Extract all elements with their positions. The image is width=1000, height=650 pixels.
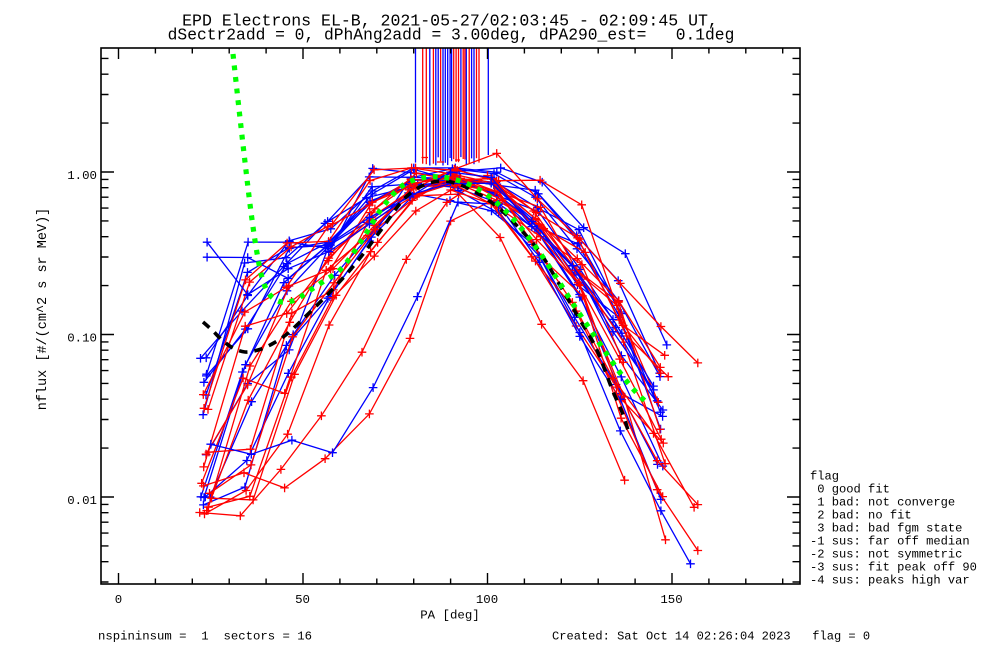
svg-text:150: 150 bbox=[660, 593, 682, 607]
svg-text:Created: Sat Oct 14 02:26:04 2: Created: Sat Oct 14 02:26:04 2023 flag =… bbox=[552, 630, 870, 644]
svg-text:1.00: 1.00 bbox=[67, 169, 97, 183]
svg-text:-2 sus: not symmetric: -2 sus: not symmetric bbox=[810, 548, 962, 562]
svg-text:flag: flag bbox=[810, 470, 839, 484]
svg-text:0.01: 0.01 bbox=[67, 494, 97, 508]
svg-text:nflux [#/(cm^2 s sr MeV)]: nflux [#/(cm^2 s sr MeV)] bbox=[36, 208, 51, 411]
svg-text:0: 0 bbox=[115, 593, 122, 607]
svg-text:3 bad: bad fgm state: 3 bad: bad fgm state bbox=[810, 522, 962, 536]
svg-text:-3 sus: fit peak off 90: -3 sus: fit peak off 90 bbox=[810, 561, 977, 575]
svg-text:PA [deg]: PA [deg] bbox=[420, 609, 480, 623]
svg-text:nspininsum = 1 sectors = 16: nspininsum = 1 sectors = 16 bbox=[98, 630, 312, 644]
svg-text:-1 sus: far off median: -1 sus: far off median bbox=[810, 535, 970, 549]
svg-text:dSectr2add = 0, dPhAng2add = 3: dSectr2add = 0, dPhAng2add = 3.00deg, dP… bbox=[168, 26, 735, 45]
svg-text:0.10: 0.10 bbox=[67, 332, 97, 346]
svg-text:100: 100 bbox=[476, 593, 498, 607]
svg-text:2 bad: no fit: 2 bad: no fit bbox=[810, 509, 912, 523]
svg-text:50: 50 bbox=[295, 593, 310, 607]
svg-text:0 good fit: 0 good fit bbox=[810, 483, 890, 497]
svg-text:EPD Electrons EL-B, 2021-05-27: EPD Electrons EL-B, 2021-05-27/02:03:45 … bbox=[182, 12, 718, 31]
svg-text:-4 sus: peaks high var: -4 sus: peaks high var bbox=[810, 574, 970, 588]
svg-text:1 bad: not converge: 1 bad: not converge bbox=[810, 496, 955, 510]
